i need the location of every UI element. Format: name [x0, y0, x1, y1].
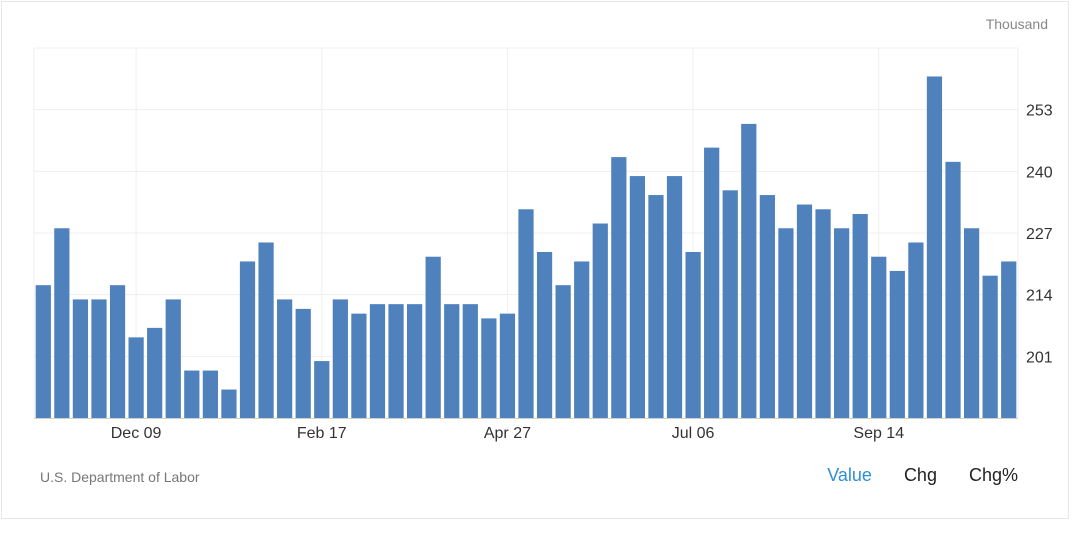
- x-tick-label: Apr 27: [484, 425, 531, 442]
- bar: [128, 337, 144, 418]
- tab-chg[interactable]: Chg: [903, 465, 937, 485]
- bar: [778, 228, 794, 418]
- unit-label: Thousand: [985, 16, 1048, 32]
- bar: [518, 209, 534, 418]
- bar: [147, 327, 163, 418]
- bar: [815, 209, 831, 418]
- y-tick-label: 227: [1026, 226, 1053, 243]
- bar: [704, 147, 720, 418]
- bar: [425, 256, 441, 418]
- y-tick-label: 240: [1026, 164, 1053, 181]
- bar: [963, 228, 980, 418]
- bar: [555, 285, 571, 418]
- x-tick-label: Dec 09: [111, 425, 162, 442]
- bar: [834, 228, 850, 418]
- bar: [295, 308, 311, 418]
- bar: [165, 299, 181, 418]
- bar: [759, 195, 775, 418]
- bar: [369, 304, 386, 418]
- bar: [796, 204, 813, 418]
- view-tabs: Value Chg Chg%: [827, 465, 1018, 486]
- bar: [722, 190, 738, 418]
- bar: [72, 299, 89, 418]
- bar: [982, 275, 998, 418]
- y-tick-label: 214: [1026, 288, 1053, 305]
- tab-value[interactable]: Value: [827, 465, 872, 485]
- bar: [889, 270, 905, 418]
- bar: [574, 261, 590, 418]
- bar: [536, 251, 553, 418]
- bar: [221, 389, 237, 418]
- bar: [629, 176, 646, 418]
- tab-chg-percent[interactable]: Chg%: [968, 465, 1018, 485]
- bar: [908, 242, 924, 418]
- bar: [388, 304, 404, 418]
- bar: [406, 304, 423, 418]
- bar: [239, 261, 256, 418]
- bar-chart: 201 214 227 240 253 Dec 09 Feb 17 Apr 27 Jul 06 S…: [33, 47, 1053, 442]
- bar: [685, 251, 701, 418]
- bar: [462, 304, 478, 418]
- bar: [277, 299, 293, 418]
- x-tick-label: Jul 06: [672, 425, 715, 442]
- source-label: U.S. Department of Labor: [40, 469, 200, 485]
- bar: [35, 285, 51, 418]
- chart-card: 201 214 227 240 253 Dec 09 Feb 17 Apr 27 Jul 06 S…: [1, 1, 1069, 519]
- bar: [258, 242, 274, 418]
- x-tick-label: Feb 17: [297, 425, 347, 442]
- bar: [351, 313, 367, 418]
- bar: [945, 161, 961, 418]
- bar: [499, 313, 516, 418]
- bar: [444, 304, 460, 418]
- y-tick-label: 201: [1026, 349, 1053, 366]
- bar: [184, 370, 200, 418]
- bar: [109, 285, 126, 418]
- bar: [202, 370, 218, 418]
- bar: [91, 299, 107, 418]
- bar: [481, 318, 497, 418]
- bar: [926, 76, 943, 418]
- bar: [332, 299, 348, 418]
- x-tick-label: Sep 14: [853, 425, 904, 442]
- bar: [852, 214, 868, 418]
- bar: [741, 123, 757, 419]
- bar: [54, 228, 70, 418]
- y-tick-label: 253: [1026, 103, 1053, 120]
- bar: [314, 361, 330, 418]
- bar: [592, 223, 608, 418]
- bar: [871, 256, 887, 418]
- bar: [648, 195, 664, 418]
- bar: [666, 176, 683, 418]
- bar: [1001, 261, 1017, 418]
- bar: [611, 157, 627, 418]
